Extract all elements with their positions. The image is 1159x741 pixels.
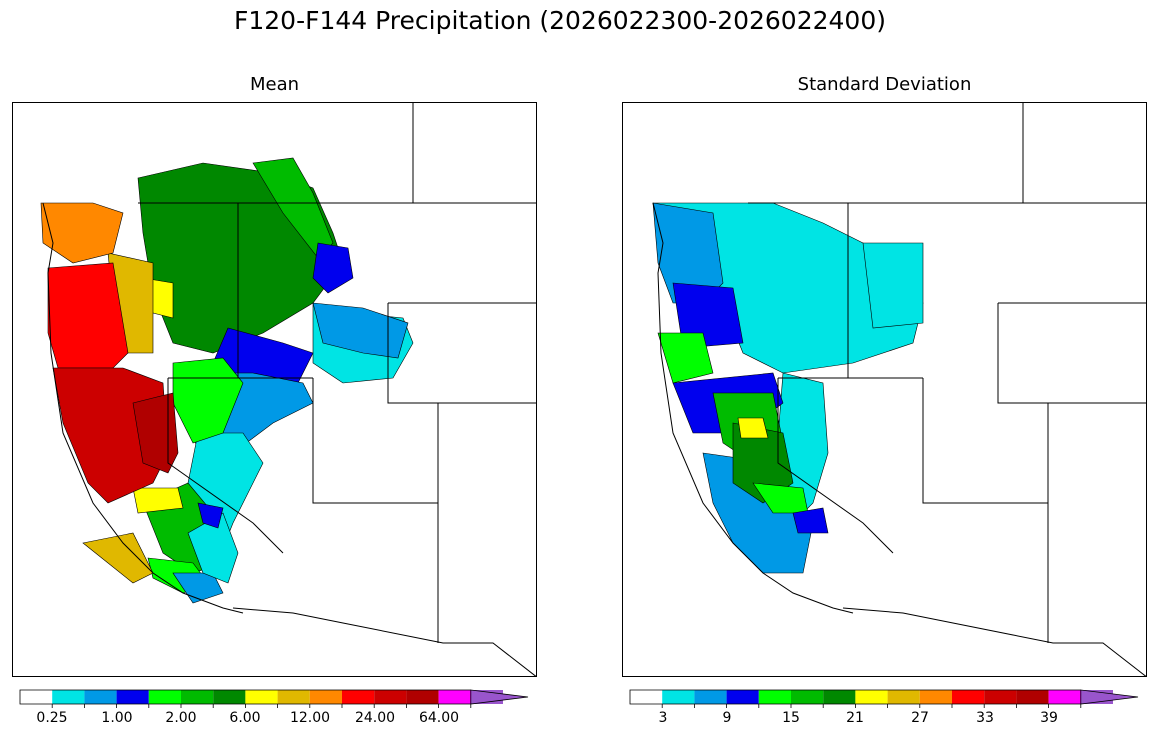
colorbar-mean-tick: 2.00	[165, 710, 197, 726]
colorbar-mean-swatch	[213, 690, 246, 704]
colorbar-mean-tick: 1.00	[101, 710, 133, 726]
panel-stddev-title: Standard Deviation	[797, 74, 972, 95]
colorbar-mean-tick: 64.00	[418, 710, 460, 726]
colorbar-stddev-svg	[629, 689, 1139, 708]
colorbar-stddev-tick: 9	[722, 710, 732, 726]
colorbar-mean-swatch	[277, 690, 310, 704]
map-stddev	[622, 102, 1147, 677]
fill-lightblue-south	[172, 572, 224, 604]
sd-blue-oregon	[672, 282, 744, 349]
colorbar-mean-swatch	[148, 690, 181, 704]
stddev-precip-fill	[652, 202, 924, 574]
colorbar-mean-swatch	[181, 690, 214, 704]
sd-cyan-east	[862, 242, 924, 329]
colorbar-mean-svg	[19, 689, 529, 708]
sd-blue-south	[792, 507, 829, 534]
colorbar-stddev-extend-arrow	[1080, 689, 1139, 705]
colorbar-mean	[19, 689, 530, 708]
colorbar-mean-swatch	[342, 690, 375, 704]
colorbar-stddev-swatch	[887, 690, 920, 704]
colorbar-stddev-tick: 3	[658, 710, 668, 726]
state-line-4	[387, 303, 536, 404]
mexico-border	[232, 607, 536, 676]
colorbar-mean-swatch	[245, 690, 278, 704]
stddev-boundaries	[652, 103, 1146, 676]
fill-gold-coast	[82, 532, 154, 584]
colorbar-mean-tick: 24.00	[354, 710, 396, 726]
colorbar-mean-tick: 0.25	[36, 710, 68, 726]
sd-state-line-3	[922, 378, 1048, 504]
fill-blue-idaho	[312, 242, 354, 294]
colorbar-stddev-tick: 15	[782, 710, 800, 726]
colorbar-stddev-swatch	[1048, 690, 1081, 704]
colorbar-stddev-swatch	[1016, 690, 1049, 704]
colorbar-stddev-tick: 33	[976, 710, 994, 726]
sd-ca-nv-line	[777, 378, 894, 554]
colorbar-mean-tick: 6.00	[229, 710, 261, 726]
sd-green-coast	[657, 332, 714, 384]
mean-boundaries	[42, 103, 536, 676]
colorbar-stddev-swatch	[694, 690, 727, 704]
colorbar-stddev-swatch	[855, 690, 888, 704]
colorbar-stddev-tick: 27	[911, 710, 929, 726]
colorbar-stddev-swatch	[919, 690, 952, 704]
colorbar-mean-swatch	[309, 690, 342, 704]
colorbar-mean-swatch	[84, 690, 117, 704]
colorbar-stddev-tick: 39	[1040, 710, 1058, 726]
ca-nv-line	[167, 378, 284, 554]
colorbar-mean-swatch	[374, 690, 407, 704]
colorbar-stddev-tick: 21	[846, 710, 864, 726]
colorbar-mean-swatch	[406, 690, 439, 704]
colorbar-mean-swatch	[20, 690, 53, 704]
sd-coast-line	[652, 202, 854, 614]
colorbar-mean-swatch	[438, 690, 471, 704]
colorbar-stddev-swatch	[791, 690, 824, 704]
sd-mexico-border	[842, 607, 1146, 676]
colorbar-mean-extend-arrow	[470, 689, 529, 705]
colorbar-stddev	[629, 689, 1140, 708]
fill-darkred-sierra	[132, 392, 179, 474]
coast-line	[42, 202, 244, 614]
fill-orange-wa	[40, 202, 124, 264]
colorbar-stddev-swatch	[823, 690, 856, 704]
panel-mean-title: Mean	[249, 74, 300, 95]
colorbar-stddev-swatch	[630, 690, 663, 704]
sd-yellow-sierra	[737, 417, 769, 439]
map-mean	[12, 102, 537, 677]
state-line-3	[312, 378, 438, 504]
sd-state-line-4	[997, 303, 1146, 404]
colorbar-mean-swatch	[52, 690, 85, 704]
colorbar-stddev-swatch	[758, 690, 791, 704]
fill-lightblue-east	[312, 302, 409, 359]
figure-title: F120-F144 Precipitation (2026022300-2026…	[233, 6, 886, 35]
colorbar-stddev-swatch	[984, 690, 1017, 704]
mean-precip-fill	[40, 157, 414, 604]
colorbar-mean-tick: 12.00	[289, 710, 331, 726]
colorbar-stddev-swatch	[952, 690, 985, 704]
fill-yellow-sierra	[132, 487, 184, 514]
colorbar-stddev-swatch	[726, 690, 759, 704]
fill-green-north-east	[252, 157, 334, 259]
colorbar-mean-swatch	[116, 690, 149, 704]
fill-blue-south	[197, 502, 224, 529]
colorbar-stddev-swatch	[662, 690, 695, 704]
